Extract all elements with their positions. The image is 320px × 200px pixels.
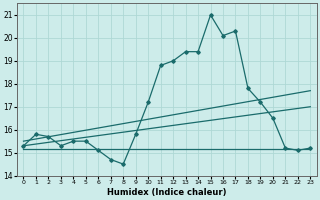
X-axis label: Humidex (Indice chaleur): Humidex (Indice chaleur): [107, 188, 227, 197]
